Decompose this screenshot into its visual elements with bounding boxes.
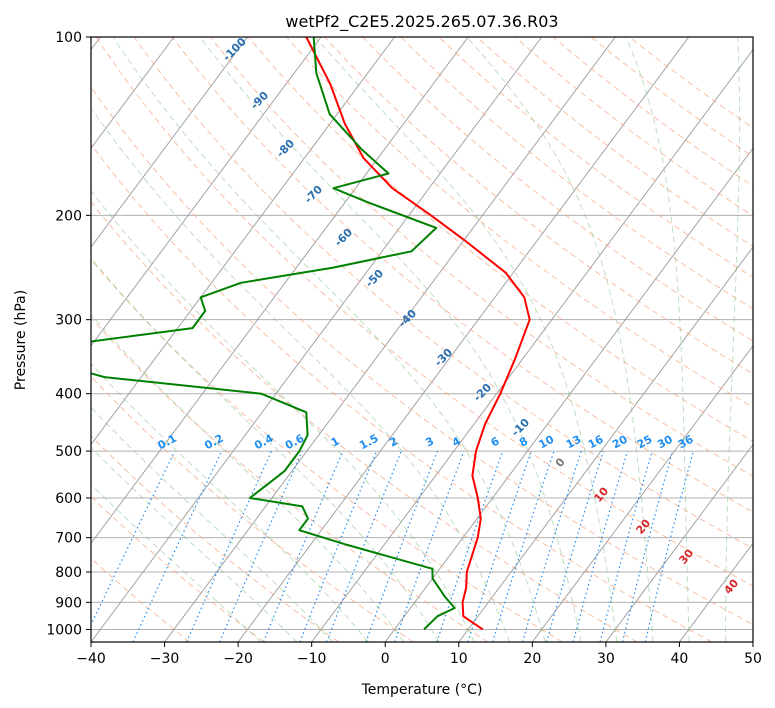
mixing-ratio-line xyxy=(299,450,378,642)
temperature-profile xyxy=(305,37,531,631)
mixing-ratio-label: 36 xyxy=(676,433,696,452)
dry-adiabat-line xyxy=(91,375,414,642)
axis-ticks: 0.1 0.2 0.4 0.6 1 1.5 2 3 4 6 8 10 13 16 20 25 30 36-100-… xyxy=(46,30,762,667)
mixing-ratio-line xyxy=(436,450,504,642)
x-tick-label: 30 xyxy=(597,651,615,667)
mixing-ratio-label: 16 xyxy=(586,433,606,452)
y-tick-label: 1000 xyxy=(46,622,82,638)
dry-adiabat-line xyxy=(91,495,265,642)
moist-adiabat-line xyxy=(91,446,298,642)
isotherm-line xyxy=(384,147,753,642)
isotherm-line xyxy=(91,37,322,347)
dry-adiabat-line xyxy=(91,201,638,642)
y-tick-label: 100 xyxy=(55,30,82,46)
mixing-ratio-line xyxy=(546,450,604,642)
moist-adiabat-line xyxy=(91,406,334,642)
chart-title: wetPf2_C2E5.2025.265.07.36.R03 xyxy=(285,12,558,32)
dry-adiabat-line xyxy=(171,37,753,513)
isotherm-line xyxy=(237,37,690,642)
mixing-ratio-label: 10 xyxy=(537,433,557,452)
y-axis-label: Pressure (hPa) xyxy=(13,290,29,390)
x-tick-label: −40 xyxy=(76,651,106,667)
isotherm-line xyxy=(311,48,753,642)
y-tick-label: 500 xyxy=(55,444,82,460)
plot-frame xyxy=(90,36,754,643)
x-tick-label: −30 xyxy=(150,651,180,667)
dry-adiabat-line xyxy=(438,37,753,278)
dewpoint-profile xyxy=(91,37,456,631)
x-axis-label: Temperature (°C) xyxy=(361,682,483,698)
y-tick-label: 400 xyxy=(55,387,82,403)
mixing-ratio-line xyxy=(492,450,555,642)
mixing-ratio-label: 25 xyxy=(635,433,655,452)
plot-area xyxy=(91,37,753,642)
moist-adiabat-line xyxy=(91,313,405,642)
isotherm-line xyxy=(91,37,543,642)
dry-adiabat-line xyxy=(552,37,753,187)
mixing-ratio-line xyxy=(572,450,629,642)
y-tick-label: 300 xyxy=(55,313,82,329)
isotherm-line xyxy=(164,37,616,642)
y-tick-label: 800 xyxy=(55,565,82,581)
isotherm-line xyxy=(531,345,753,642)
x-tick-label: 20 xyxy=(523,651,541,667)
dry-adiabat-line xyxy=(324,37,753,375)
dry-adiabat-line xyxy=(514,37,753,217)
isotherm-line xyxy=(91,37,175,150)
moist-adiabat-line xyxy=(314,37,618,642)
isotherm-line xyxy=(458,246,753,642)
moist-adiabat-line xyxy=(725,37,741,642)
dry-adiabat-line xyxy=(286,37,753,408)
moist-adiabat-line xyxy=(466,37,654,642)
isotherm-line xyxy=(91,37,248,248)
isotherm-line xyxy=(91,37,395,446)
dry-adiabat-line xyxy=(248,37,753,442)
mixing-ratio-line xyxy=(467,450,532,642)
moist-adiabat-line xyxy=(625,37,690,642)
dry-adiabat-line xyxy=(362,37,753,342)
mixing-ratio-line xyxy=(326,450,402,642)
x-tick-label: 0 xyxy=(381,651,390,667)
moist-adiabat-line xyxy=(91,483,262,642)
mixing-ratio-line xyxy=(91,450,176,627)
x-tick-label: −10 xyxy=(297,651,327,667)
dry-adiabat-line xyxy=(133,37,753,550)
x-tick-label: −20 xyxy=(223,651,253,667)
mixing-ratio-label: 30 xyxy=(655,433,675,452)
isotherm-line xyxy=(91,37,469,544)
moist-adiabat-line xyxy=(112,37,546,642)
moist-adiabat-line xyxy=(91,363,369,642)
x-tick-label: 40 xyxy=(671,651,689,667)
y-tick-label: 200 xyxy=(55,208,82,224)
dry-adiabat-line xyxy=(476,37,753,248)
x-tick-label: 50 xyxy=(744,651,762,667)
mixing-ratio-label: 13 xyxy=(564,433,584,452)
mixing-ratio-label: 20 xyxy=(610,433,630,452)
y-tick-label: 900 xyxy=(55,595,82,611)
isotherm-line xyxy=(605,443,753,642)
mixing-ratio-line xyxy=(132,450,223,642)
x-tick-label: 10 xyxy=(450,651,468,667)
y-tick-label: 700 xyxy=(55,531,82,547)
mixing-ratio-line xyxy=(521,450,582,642)
dry-adiabat-line xyxy=(95,37,753,587)
moist-adiabat-line xyxy=(91,107,511,642)
dry-adiabat-line xyxy=(91,86,753,626)
y-tick-label: 600 xyxy=(55,491,82,507)
